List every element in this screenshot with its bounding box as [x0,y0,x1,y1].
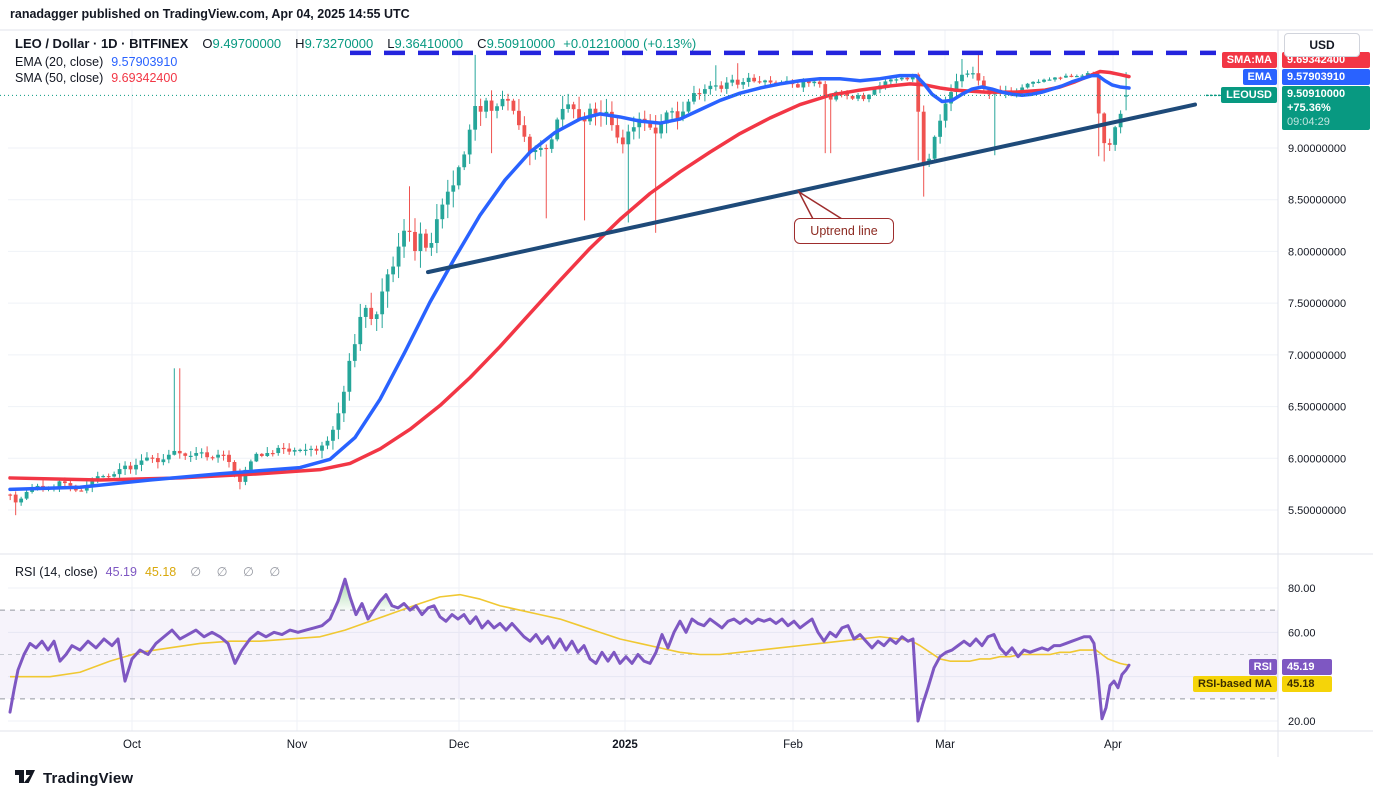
rsi-axis-label: RSI [1248,659,1277,675]
close-value: 9.50910000 [486,36,556,51]
time-tick-label: Apr [1104,739,1122,751]
time-tick-label: Feb [783,739,803,751]
price-tick-label: 8.50000000 [1288,195,1346,207]
ema-legend-label: EMA (20, close) [15,55,104,69]
price-tick-label: 6.50000000 [1288,402,1346,414]
high-value: 9.73270000 [304,36,374,51]
open-label: O [202,36,213,51]
change-value: +0.01210000 (+0.13%) [563,36,697,51]
ema-legend[interactable]: EMA (20, close) 9.57903910 [15,55,177,69]
symbol-axis-label: LEOUSD [1221,87,1277,103]
price-tick-label: 7.50000000 [1288,298,1346,310]
ema-axis-label: EMA [1242,69,1277,85]
price-tick-label: 9.00000000 [1288,143,1346,155]
rsi-ma-legend-value: 45.18 [144,564,177,579]
time-tick-label: Mar [935,739,955,751]
published-attribution: ranadagger published on TradingView.com,… [10,7,410,21]
ema-axis-value: 9.57903910 [1282,69,1370,85]
rsi-ma-axis-value: 45.18 [1282,676,1332,692]
time-tick-label: Oct [123,739,142,751]
low-label: L [387,36,395,51]
price-tick-label: 6.00000000 [1288,453,1346,465]
currency-toggle-button[interactable]: USD [1284,33,1360,57]
brand-name: TradingView [43,770,134,787]
rsi-legend[interactable]: RSI (14, close) 45.19 45.18 ∅ ∅ ∅ ∅ [15,564,287,580]
ema20-line [8,73,1131,492]
open-value: 9.49700000 [212,36,282,51]
rsi-line [8,577,1131,723]
uptrend-line[interactable] [426,102,1197,275]
time-axis-labels[interactable]: Oct Nov Dec 2025 Feb Mar Apr [123,739,1122,751]
last-price-axis-badge: 9.50910000 +75.36% 09:04:29 [1282,86,1370,130]
last-price-value: 9.50910000 [1287,88,1346,100]
time-tick-label: Dec [449,739,470,751]
candlestick-series [8,54,1128,516]
sma-axis-label: SMA:MA [1221,52,1277,68]
price-axis-labels[interactable]: 9.00000000 8.50000000 8.00000000 7.50000000… [1288,143,1346,517]
sma50-line [8,69,1131,482]
change-percent: +75.36% [1287,102,1331,114]
callout-pointer [797,189,845,220]
tradingview-branding[interactable]: TradingView [14,766,133,791]
symbol-legend[interactable]: LEO / Dollar · 1D · BITFINEX O9.49700000… [15,36,696,51]
sma-legend-value: 9.69342400 [111,71,178,85]
price-tick-label: 5.50000000 [1288,505,1346,517]
rsi-axis-labels[interactable]: 80.00 60.00 20.00 [1288,583,1316,728]
pane-frame [0,29,1373,757]
rsi-tick-label: 20.00 [1288,716,1316,728]
rsi-legend-value: 45.19 [105,564,137,579]
price-tick-label: 7.00000000 [1288,350,1346,362]
time-tick-label: Nov [287,739,308,751]
tradingview-logo-icon [14,766,36,791]
rsi-tick-label: 60.00 [1288,627,1316,639]
price-tick-label: 8.00000000 [1288,246,1346,258]
rsi-axis-value: 45.19 [1282,659,1332,675]
low-value: 9.36410000 [394,36,464,51]
sma-legend-label: SMA (50, close) [15,71,104,85]
rsi-ma-axis-label: RSI-based MA [1193,676,1277,692]
sma-legend[interactable]: SMA (50, close) 9.69342400 [15,71,177,85]
bar-countdown: 09:04:29 [1287,116,1330,128]
ema-legend-value: 9.57903910 [111,55,178,69]
rsi-hidden-values: ∅ ∅ ∅ ∅ [190,565,287,579]
time-tick-label: 2025 [612,739,638,751]
rsi-legend-label: RSI (14, close) [15,564,98,579]
uptrend-line-callout[interactable]: Uptrend line [794,218,894,244]
rsi-ma-line [10,593,1130,678]
high-label: H [295,36,305,51]
symbol-title: LEO / Dollar · 1D · BITFINEX [15,36,189,51]
rsi-tick-label: 80.00 [1288,583,1316,595]
close-label: C [477,36,487,51]
